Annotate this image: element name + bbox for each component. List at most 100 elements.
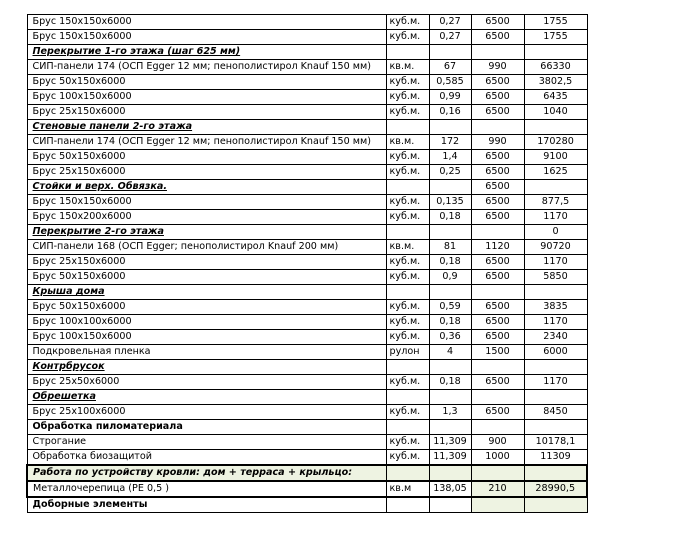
price-cell bbox=[470, 496, 525, 513]
estimate-table: Брус 150х150х6000 куб.м. 0,27 6500 1755 Брус … bbox=[26, 14, 588, 513]
item-name-cell: Брус 50х150х6000 bbox=[26, 74, 387, 90]
sum-cell bbox=[523, 419, 588, 435]
quantity-cell bbox=[428, 224, 472, 240]
unit-cell: кв.м. bbox=[385, 59, 430, 75]
unit-cell: куб.м. bbox=[385, 89, 430, 105]
quantity-cell: 0,99 bbox=[428, 89, 472, 105]
quantity-cell: 0,16 bbox=[428, 104, 472, 120]
sum-cell: 877,5 bbox=[523, 194, 588, 210]
price-cell bbox=[470, 464, 525, 482]
table-row: Брус 100х100х6000 куб.м. 0,18 6500 1170 bbox=[26, 314, 588, 330]
unit-cell bbox=[385, 419, 430, 435]
quantity-cell: 0,18 bbox=[428, 374, 472, 390]
table-row: Брус 150х150х6000 куб.м. 0,27 6500 1755 bbox=[26, 14, 588, 30]
item-name-cell: Брус 100х150х6000 bbox=[26, 329, 387, 345]
item-name-cell: СИП-панели 174 (ОСП Egger 12 мм; пенопол… bbox=[26, 134, 387, 150]
table-row: Брус 50х150х6000 куб.м. 0,59 6500 3835 bbox=[26, 299, 588, 315]
quantity-cell: 138,05 bbox=[428, 480, 472, 498]
price-cell: 6500 bbox=[470, 179, 525, 195]
item-name-cell: Брус 25х150х6000 bbox=[26, 254, 387, 270]
sum-cell bbox=[523, 284, 588, 300]
item-name-cell: Брус 50х150х6000 bbox=[26, 299, 387, 315]
quantity-cell: 0,59 bbox=[428, 299, 472, 315]
unit-cell: куб.м. bbox=[385, 74, 430, 90]
sum-cell: 1170 bbox=[523, 254, 588, 270]
sum-cell: 1755 bbox=[523, 29, 588, 45]
sum-cell: 1170 bbox=[523, 209, 588, 225]
unit-cell: куб.м. bbox=[385, 329, 430, 345]
price-cell: 6500 bbox=[470, 254, 525, 270]
table-row: Брус 25х150х6000 куб.м. 0,16 6500 1040 bbox=[26, 104, 588, 120]
section-header-row: Стойки и верх. Обвязка. 6500 bbox=[26, 179, 588, 195]
unit-cell: куб.м. bbox=[385, 164, 430, 180]
section-header-row: Доборные элементы bbox=[26, 496, 588, 513]
price-cell: 6500 bbox=[470, 374, 525, 390]
sum-cell: 11309 bbox=[523, 449, 588, 466]
table-row: Брус 25х150х6000 куб.м. 0,25 6500 1625 bbox=[26, 164, 588, 180]
price-cell bbox=[470, 419, 525, 435]
unit-cell: куб.м. bbox=[385, 449, 430, 466]
quantity-cell bbox=[428, 464, 472, 482]
item-name-cell: СИП-панели 168 (ОСП Egger; пенополистиро… bbox=[26, 239, 387, 255]
price-cell: 6500 bbox=[470, 314, 525, 330]
sum-cell bbox=[523, 464, 588, 482]
unit-cell: куб.м. bbox=[385, 209, 430, 225]
item-name-cell: Брус 50х150х6000 bbox=[26, 149, 387, 165]
price-cell: 1500 bbox=[470, 344, 525, 360]
price-cell: 6500 bbox=[470, 209, 525, 225]
unit-cell bbox=[385, 359, 430, 375]
unit-cell bbox=[385, 389, 430, 405]
quantity-cell: 0,135 bbox=[428, 194, 472, 210]
table-row: Металлочерепица (РЕ 0,5 ) кв.м 138,05 210 28… bbox=[26, 480, 588, 498]
unit-cell bbox=[385, 44, 430, 60]
unit-cell: рулон bbox=[385, 344, 430, 360]
item-name-cell: Строгание bbox=[26, 434, 387, 450]
table-row: Брус 50х150х6000 куб.м. 0,9 6500 5850 bbox=[26, 269, 588, 285]
sum-cell: 2340 bbox=[523, 329, 588, 345]
table-row: Брус 50х150х6000 куб.м. 0,585 6500 3802,5 bbox=[26, 74, 588, 90]
item-name-cell: Брус 150х150х6000 bbox=[26, 14, 387, 30]
estimate-table-body: Брус 150х150х6000 куб.м. 0,27 6500 1755 Брус … bbox=[26, 14, 588, 513]
sum-cell bbox=[523, 179, 588, 195]
table-row: Брус 150х150х6000 куб.м. 0,135 6500 877,5 bbox=[26, 194, 588, 210]
sum-cell: 170280 bbox=[523, 134, 588, 150]
table-row: Брус 100х150х6000 куб.м. 0,36 6500 2340 bbox=[26, 329, 588, 345]
sum-cell: 1170 bbox=[523, 314, 588, 330]
price-cell: 6500 bbox=[470, 89, 525, 105]
price-cell bbox=[470, 284, 525, 300]
sum-cell: 8450 bbox=[523, 404, 588, 420]
price-cell bbox=[470, 359, 525, 375]
quantity-cell: 0,25 bbox=[428, 164, 472, 180]
item-name-cell: Брус 25х50х6000 bbox=[26, 374, 387, 390]
sum-cell bbox=[523, 496, 588, 513]
price-cell: 6500 bbox=[470, 269, 525, 285]
item-name-cell: Обработка биозащитой bbox=[26, 449, 387, 466]
unit-cell bbox=[385, 119, 430, 135]
sum-cell: 1170 bbox=[523, 374, 588, 390]
item-name-cell: Работа по устройству кровли: дом + терра… bbox=[26, 464, 387, 482]
section-header-row: Контрбрусок bbox=[26, 359, 588, 375]
quantity-cell: 0,9 bbox=[428, 269, 472, 285]
section-header-row: Стеновые панели 2-го этажа bbox=[26, 119, 588, 135]
unit-cell: кв.м. bbox=[385, 134, 430, 150]
price-cell: 6500 bbox=[470, 194, 525, 210]
price-cell: 210 bbox=[470, 480, 525, 498]
unit-cell: куб.м. bbox=[385, 269, 430, 285]
item-name-cell: Стеновые панели 2-го этажа bbox=[26, 119, 387, 135]
unit-cell bbox=[385, 179, 430, 195]
sum-cell: 0 bbox=[523, 224, 588, 240]
quantity-cell bbox=[428, 496, 472, 513]
item-name-cell: Брус 25х150х6000 bbox=[26, 164, 387, 180]
highlighted-header-row: Работа по устройству кровли: дом + терра… bbox=[26, 464, 588, 482]
item-name-cell: Стойки и верх. Обвязка. bbox=[26, 179, 387, 195]
table-row: Брус 25х100х6000 куб.м. 1,3 6500 8450 bbox=[26, 404, 588, 420]
unit-cell: куб.м. bbox=[385, 314, 430, 330]
sum-cell: 3835 bbox=[523, 299, 588, 315]
price-cell bbox=[470, 389, 525, 405]
item-name-cell: Перекрытие 1-го этажа (шаг 625 мм) bbox=[26, 44, 387, 60]
sum-cell: 6435 bbox=[523, 89, 588, 105]
quantity-cell: 0,585 bbox=[428, 74, 472, 90]
price-cell bbox=[470, 224, 525, 240]
quantity-cell: 0,18 bbox=[428, 254, 472, 270]
section-header-row: Перекрытие 2-го этажа 0 bbox=[26, 224, 588, 240]
